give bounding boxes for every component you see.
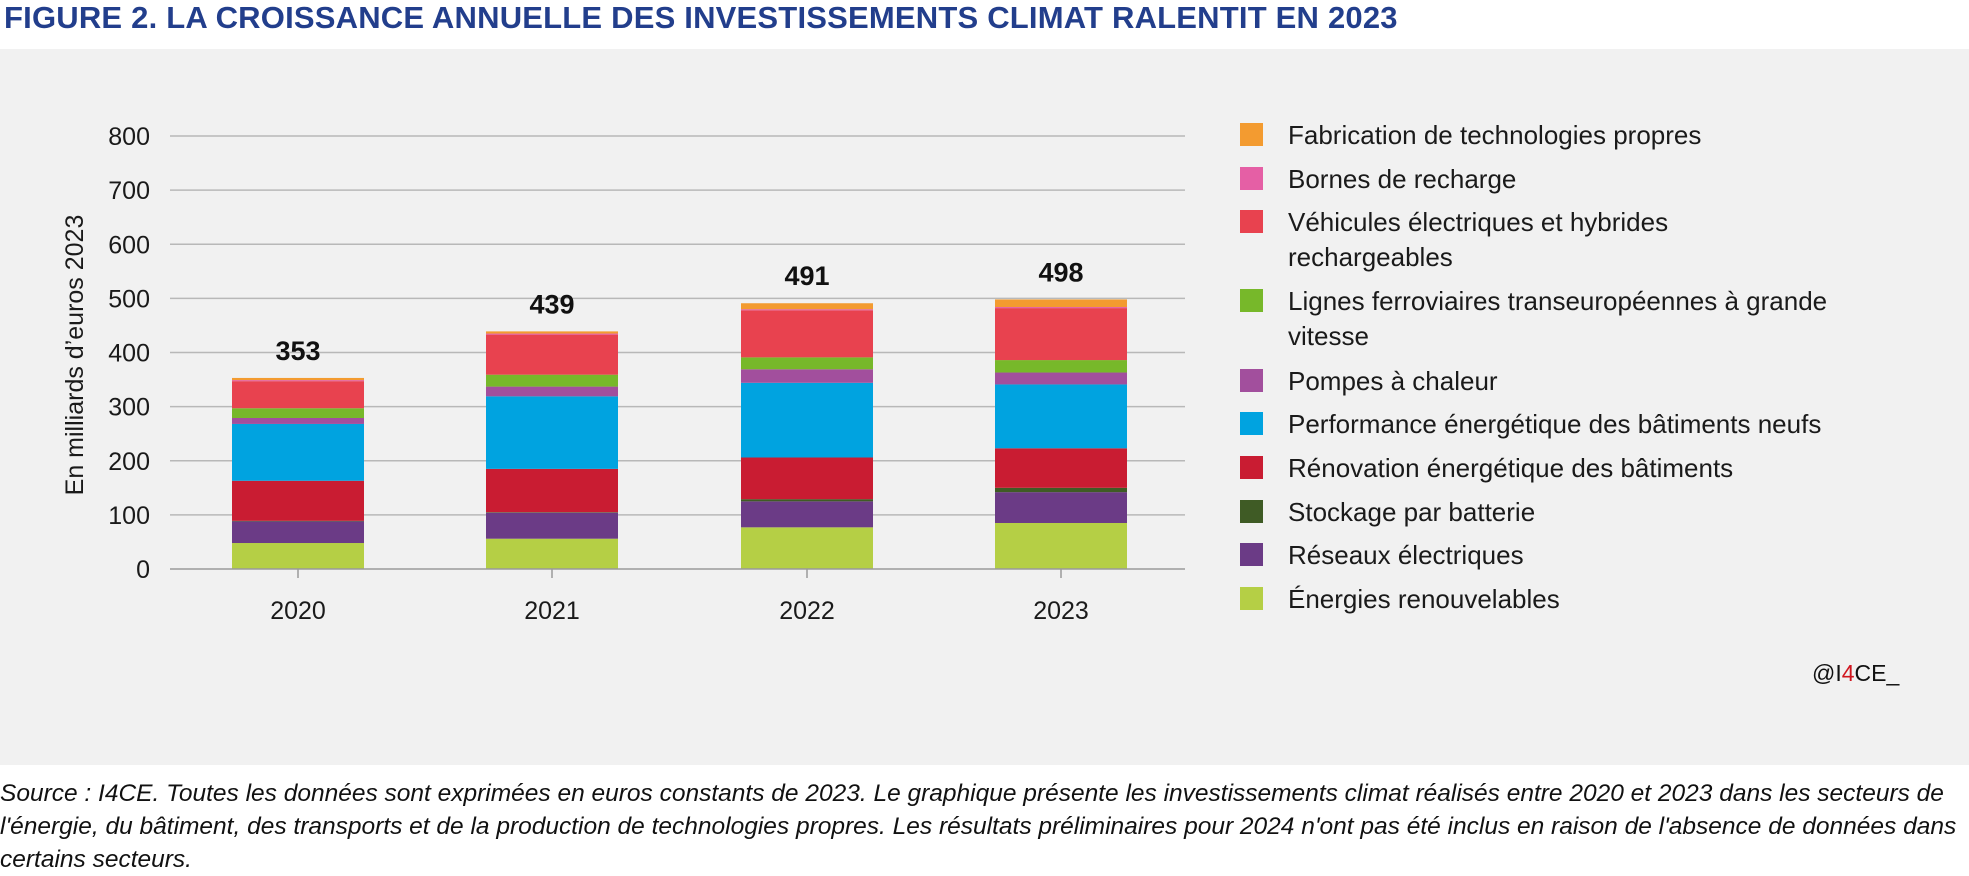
credit-highlight: 4 — [1841, 660, 1855, 686]
x-tick-label: 2021 — [524, 597, 580, 625]
bar-segment — [486, 396, 618, 469]
bar-segment — [232, 520, 364, 522]
legend-label: Performance énergétique des bâtiments ne… — [1288, 409, 1822, 439]
y-tick-label: 100 — [108, 502, 150, 530]
bar-segment — [995, 487, 1127, 493]
bar-segment — [232, 423, 364, 481]
bar-segment — [741, 357, 873, 370]
bars — [232, 299, 1127, 569]
total-label: 491 — [784, 261, 829, 291]
bar-segment — [995, 384, 1127, 449]
figure-title: FIGURE 2. LA CROISSANCE ANNUELLE DES INV… — [4, 0, 1398, 35]
y-axis-ticks: 0 100 200 300 400 500 600 700 800 — [108, 123, 150, 584]
bar-segment — [995, 308, 1127, 361]
source-note: Source : I4CE. Toutes les données sont e… — [0, 780, 1957, 873]
bar-segment — [741, 382, 873, 458]
credit-suffix: CE_ — [1854, 660, 1900, 686]
legend-swatch — [1240, 500, 1263, 523]
y-tick-label: 500 — [108, 285, 150, 313]
legend-label: Réseaux électriques — [1288, 540, 1524, 570]
legend-label: Véhicules électriques et hybrides rechar… — [1288, 207, 1669, 272]
legend-item: Lignes ferroviaires transeuropéennes à g… — [1240, 284, 1828, 354]
legend-label: Rénovation énergétique des bâtiments — [1288, 453, 1734, 483]
legend-item: Bornes de recharge — [1240, 162, 1908, 197]
total-labels: 353 439 491 498 — [275, 257, 1083, 365]
y-tick-label: 700 — [108, 177, 150, 205]
bar-segment — [232, 408, 364, 418]
legend-label: Pompes à chaleur — [1288, 366, 1498, 396]
y-tick-label: 600 — [108, 231, 150, 259]
legend-item: Fabrication de technologies propres — [1240, 118, 1908, 153]
x-tick-label: 2023 — [1033, 597, 1089, 625]
legend-item: Performance énergétique des bâtiments ne… — [1240, 407, 1928, 442]
bar-segment — [741, 369, 873, 383]
y-axis-label: En milliards d’euros 2023 — [61, 215, 89, 496]
bar-segment — [232, 381, 364, 409]
total-label: 439 — [529, 289, 574, 319]
y-tick-label: 200 — [108, 448, 150, 476]
bar-segment — [232, 480, 364, 521]
legend-swatch — [1240, 412, 1263, 435]
bar-segment — [486, 333, 618, 335]
bar-segment — [995, 372, 1127, 385]
legend-swatch — [1240, 210, 1263, 233]
bar-segment — [486, 331, 618, 334]
bar-segment — [232, 521, 364, 544]
legend-swatch — [1240, 167, 1263, 190]
legend-swatch — [1240, 289, 1263, 312]
legend-item: Rénovation énergétique des bâtiments — [1240, 451, 1908, 486]
bar-segment — [486, 386, 618, 397]
legend-swatch — [1240, 369, 1263, 392]
total-label: 353 — [275, 336, 320, 366]
bar-segment — [995, 360, 1127, 373]
legend-item: Énergies renouvelables — [1240, 582, 1908, 617]
bar-segment — [232, 380, 364, 382]
legend-swatch — [1240, 543, 1263, 566]
y-tick-label: 400 — [108, 340, 150, 368]
bar-segment — [995, 492, 1127, 523]
legend-swatch — [1240, 456, 1263, 479]
credit-handle: @I4CE_ — [1812, 660, 1899, 687]
bar-segment — [741, 527, 873, 569]
bar-segment — [486, 468, 618, 513]
legend-swatch — [1240, 123, 1263, 146]
y-tick-label: 300 — [108, 394, 150, 422]
bar-segment — [486, 374, 618, 387]
stacked-bar-chart: 0 100 200 300 400 500 600 700 800 En milliards d… — [61, 123, 1185, 625]
legend-label: Énergies renouvelables — [1288, 584, 1560, 614]
total-label: 498 — [1038, 257, 1083, 287]
bar-segment — [232, 377, 364, 381]
bar-segment — [741, 310, 873, 358]
bar-segment — [486, 538, 618, 569]
bar-segment — [741, 457, 873, 500]
bar-segment — [741, 501, 873, 528]
bar-segment — [995, 448, 1127, 488]
legend-label: Lignes ferroviaires transeuropéennes à g… — [1288, 286, 1828, 351]
bar-segment — [741, 499, 873, 502]
bar-segment — [741, 303, 873, 310]
bar-segment — [995, 522, 1127, 569]
legend-label: Fabrication de technologies propres — [1288, 120, 1702, 150]
x-tick-label: 2020 — [270, 597, 326, 625]
legend-item: Stockage par batterie — [1240, 495, 1908, 530]
bar-segment — [995, 299, 1127, 308]
x-axis: 2020 2021 2022 2023 — [170, 568, 1185, 625]
legend-item: Réseaux électriques — [1240, 538, 1908, 573]
bar-segment — [486, 512, 618, 539]
bar-segment — [486, 334, 618, 375]
bar-segment — [486, 512, 618, 513]
x-tick-label: 2022 — [779, 597, 835, 625]
bar-segment — [232, 417, 364, 424]
bar-segment — [741, 309, 873, 311]
legend-item: Pompes à chaleur — [1240, 364, 1908, 399]
legend-swatch — [1240, 587, 1263, 610]
legend-item: Véhicules électriques et hybrides rechar… — [1240, 205, 1758, 275]
legend-label: Bornes de recharge — [1288, 164, 1517, 194]
credit-prefix: @I — [1812, 660, 1842, 686]
legend-label: Stockage par batterie — [1288, 497, 1536, 527]
y-tick-label: 0 — [136, 556, 150, 584]
bar-segment — [995, 307, 1127, 309]
bar-segment — [232, 543, 364, 569]
y-tick-label: 800 — [108, 123, 150, 151]
